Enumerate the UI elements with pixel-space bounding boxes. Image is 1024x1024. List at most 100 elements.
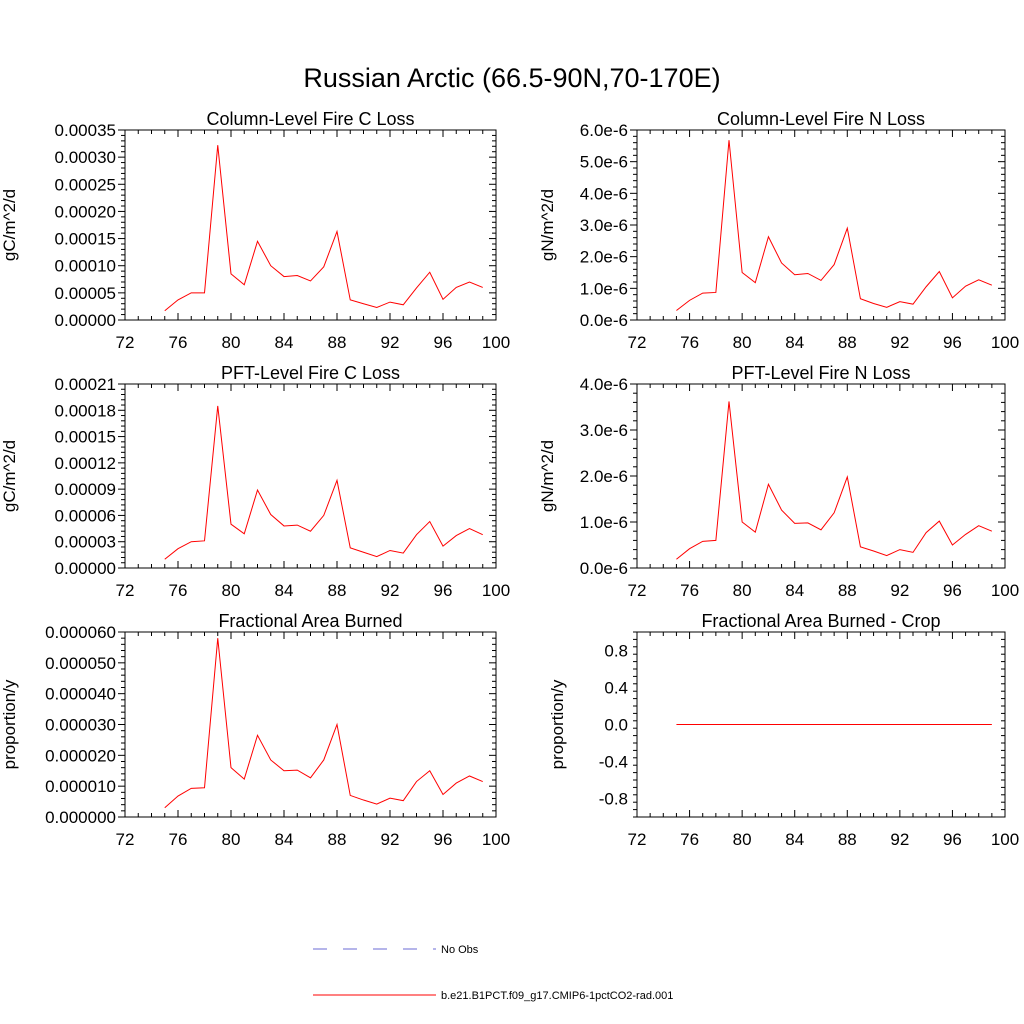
y-tick-label: 3.0e-6 [580, 216, 628, 235]
y-tick-label: 0.000010 [45, 777, 116, 796]
x-tick-label: 84 [785, 581, 804, 600]
y-tick-label: 0.0e-6 [580, 311, 628, 330]
panel-title: Column-Level Fire C Loss [206, 109, 414, 129]
x-tick-label: 92 [890, 333, 909, 352]
x-tick-label: 76 [169, 581, 188, 600]
y-tick-label: 1.0e-6 [580, 513, 628, 532]
x-tick-label: 76 [169, 830, 188, 849]
x-tick-label: 96 [943, 333, 962, 352]
x-tick-label: 96 [943, 581, 962, 600]
x-tick-label: 84 [275, 581, 294, 600]
x-tick-label: 76 [680, 830, 699, 849]
chart-panel-3: PFT-Level Fire C Loss 72 76 80 84 88 92 96 100 0.… [0, 363, 510, 600]
y-tick-label: 0.00021 [55, 375, 116, 394]
panels: Column-Level Fire C Loss 72 76 80 84 88 92 96 10… [0, 109, 1019, 849]
series-line-1 [164, 638, 483, 809]
y-axis-label: proportion/y [0, 679, 19, 769]
x-tick-label: 88 [328, 581, 347, 600]
x-tick-label: 72 [628, 333, 647, 352]
x-tick-label: 92 [381, 333, 400, 352]
y-tick-label: 0.00030 [55, 148, 116, 167]
y-tick-label: 1.0e-6 [580, 279, 628, 298]
x-tick-label: 76 [680, 333, 699, 352]
x-tick-label: 96 [434, 581, 453, 600]
panel-title: Fractional Area Burned [218, 611, 402, 631]
panel-title: PFT-Level Fire C Loss [221, 363, 400, 383]
y-axis-label: proportion/y [548, 679, 567, 769]
x-tick-label: 100 [991, 581, 1019, 600]
x-tick-label: 88 [328, 333, 347, 352]
y-tick-label: 0.0e-6 [580, 559, 628, 578]
y-tick-label: 0.00020 [55, 202, 116, 221]
x-tick-label: 80 [733, 333, 752, 352]
chart-panel-1: Column-Level Fire C Loss 72 76 80 84 88 92 96 10… [0, 109, 510, 352]
chart-panel-2: Column-Level Fire N Loss 72 76 80 84 88 92 96 10… [538, 109, 1019, 352]
y-tick-label: 2.0e-6 [580, 467, 628, 486]
x-tick-label: 88 [838, 333, 857, 352]
y-tick-label: 0.00006 [55, 506, 116, 525]
y-tick-label: 0.0 [604, 716, 628, 735]
y-tick-label: -0.4 [599, 753, 628, 772]
y-tick-label: -0.8 [599, 790, 628, 809]
y-tick-label: 0.000000 [45, 808, 116, 827]
y-tick-label: 0.00010 [55, 257, 116, 276]
y-tick-label: 0.000030 [45, 716, 116, 735]
panel-title: PFT-Level Fire N Loss [731, 363, 910, 383]
y-tick-label: 0.00012 [55, 454, 116, 473]
y-tick-label: 0.00000 [55, 559, 116, 578]
y-tick-label: 5.0e-6 [580, 153, 628, 172]
y-tick-label: 0.4 [604, 679, 628, 698]
x-tick-label: 88 [328, 830, 347, 849]
x-tick-label: 72 [628, 581, 647, 600]
x-tick-label: 80 [733, 830, 752, 849]
legend-label-model-run: b.e21.B1PCT.f09_g17.CMIP6-1pctCO2-rad.00… [441, 990, 673, 1002]
y-tick-label: 0.00003 [55, 533, 116, 552]
y-tick-label: 0.8 [604, 642, 628, 661]
chart-panel-4: PFT-Level Fire N Loss 72 76 80 84 88 92 96 100 0.… [538, 363, 1019, 600]
panel-title: Column-Level Fire N Loss [717, 109, 925, 129]
x-tick-label: 80 [222, 581, 241, 600]
figure-title: Russian Arctic (66.5-90N,70-170E) [303, 63, 720, 93]
x-tick-label: 96 [434, 333, 453, 352]
x-tick-label: 84 [785, 333, 804, 352]
x-tick-label: 84 [785, 830, 804, 849]
x-tick-label: 80 [222, 830, 241, 849]
x-tick-label: 80 [222, 333, 241, 352]
x-tick-label: 100 [482, 830, 510, 849]
x-tick-label: 72 [116, 830, 135, 849]
y-axis-label: gC/m^2/d [0, 189, 19, 261]
y-tick-label: 6.0e-6 [580, 121, 628, 140]
legend: No Obs b.e21.B1PCT.f09_g17.CMIP6-1pctCO2… [313, 944, 673, 1002]
y-axis-label: gC/m^2/d [0, 440, 19, 512]
y-axis-label: gN/m^2/d [538, 189, 557, 261]
x-tick-label: 100 [482, 333, 510, 352]
x-tick-label: 84 [275, 333, 294, 352]
y-tick-label: 4.0e-6 [580, 184, 628, 203]
x-tick-label: 88 [838, 830, 857, 849]
series-line-1 [164, 405, 483, 560]
y-tick-label: 0.00018 [55, 401, 116, 420]
x-tick-label: 76 [169, 333, 188, 352]
y-tick-label: 0.000050 [45, 654, 116, 673]
x-tick-label: 92 [381, 830, 400, 849]
x-tick-label: 72 [628, 830, 647, 849]
x-tick-label: 72 [116, 333, 135, 352]
y-tick-label: 0.00035 [55, 121, 116, 140]
y-tick-label: 0.000040 [45, 685, 116, 704]
x-tick-label: 92 [890, 581, 909, 600]
y-tick-label: 0.000020 [45, 746, 116, 765]
legend-label-no-obs: No Obs [441, 944, 479, 956]
x-tick-label: 92 [381, 581, 400, 600]
series-line-1 [676, 140, 993, 311]
y-tick-label: 2.0e-6 [580, 248, 628, 267]
x-tick-label: 100 [991, 333, 1019, 352]
y-tick-label: 0.00009 [55, 480, 116, 499]
x-tick-label: 92 [890, 830, 909, 849]
x-tick-label: 80 [733, 581, 752, 600]
panel-title: Fractional Area Burned - Crop [701, 611, 940, 631]
y-tick-label: 0.00005 [55, 284, 116, 303]
x-tick-label: 100 [991, 830, 1019, 849]
y-tick-label: 0.00000 [55, 311, 116, 330]
chart-panel-6: Fractional Area Burned - Crop 72 76 80 84 88 9… [548, 611, 1019, 849]
